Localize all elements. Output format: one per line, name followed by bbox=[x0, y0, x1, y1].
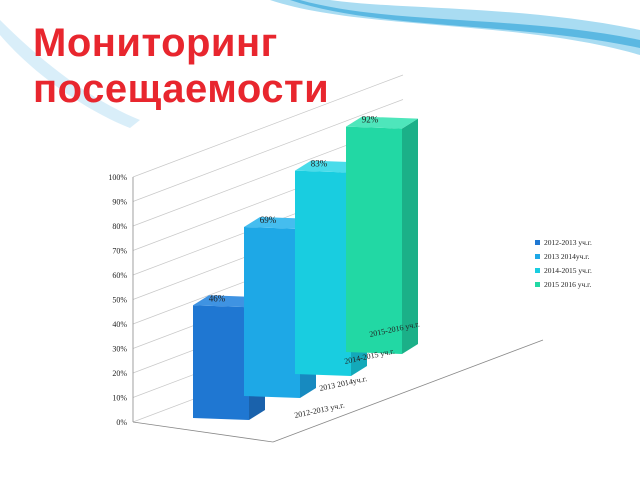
data-label: 83% bbox=[311, 159, 328, 169]
y-tick-label: 70% bbox=[112, 247, 127, 256]
y-tick-label: 60% bbox=[112, 271, 127, 280]
y-tick-label: 40% bbox=[112, 320, 127, 329]
legend-label: 2015 2016 уч.г. bbox=[544, 280, 591, 289]
y-tick-label: 20% bbox=[112, 369, 127, 378]
chart-legend: 2012-2013 уч.г. 2013 2014уч.г. 2014-2015 у… bbox=[535, 238, 592, 289]
y-tick-label: 30% bbox=[112, 345, 127, 354]
legend-label: 2012-2013 уч.г. bbox=[544, 238, 592, 247]
data-label: 69% bbox=[260, 215, 277, 225]
category-label: 2013 2014уч.г. bbox=[319, 374, 368, 393]
y-tick-label: 0% bbox=[116, 418, 127, 427]
chart-bars bbox=[193, 116, 418, 420]
y-tick-label: 100% bbox=[108, 173, 127, 182]
bar-top bbox=[346, 116, 418, 129]
chart-axes bbox=[132, 177, 544, 443]
y-tick-label: 80% bbox=[112, 222, 127, 231]
data-label: 46% bbox=[209, 293, 226, 303]
gridline bbox=[132, 99, 404, 202]
bar-front bbox=[295, 170, 351, 376]
legend-swatch bbox=[535, 240, 540, 245]
y-tick-label: 10% bbox=[112, 394, 127, 403]
category-label: 2012-2013 уч.г. bbox=[294, 401, 346, 420]
legend-swatch bbox=[535, 282, 540, 287]
y-tick-label: 90% bbox=[112, 198, 127, 207]
swoosh-left-band bbox=[0, 20, 140, 128]
legend-swatch bbox=[535, 254, 540, 259]
swoosh-dark-band bbox=[290, 0, 640, 48]
bar-front bbox=[193, 305, 249, 420]
gridline bbox=[132, 74, 404, 178]
legend-swatch bbox=[535, 268, 540, 273]
bar-side bbox=[402, 118, 418, 354]
slide-title-line1: Мониторинг bbox=[33, 21, 278, 65]
slide-title-line2: посещаемости bbox=[33, 67, 330, 111]
x-axis-depth bbox=[272, 339, 544, 443]
data-label: 92% bbox=[362, 115, 379, 125]
y-tick-label: 50% bbox=[112, 296, 127, 305]
legend-label: 2013 2014уч.г. bbox=[544, 252, 590, 261]
slide-title: Мониторинг посещаемости bbox=[33, 20, 329, 112]
x-axis-front bbox=[132, 421, 274, 443]
legend-label: 2014-2015 уч.г. bbox=[544, 266, 592, 275]
bar-front bbox=[244, 226, 300, 398]
bar-front bbox=[346, 126, 402, 354]
